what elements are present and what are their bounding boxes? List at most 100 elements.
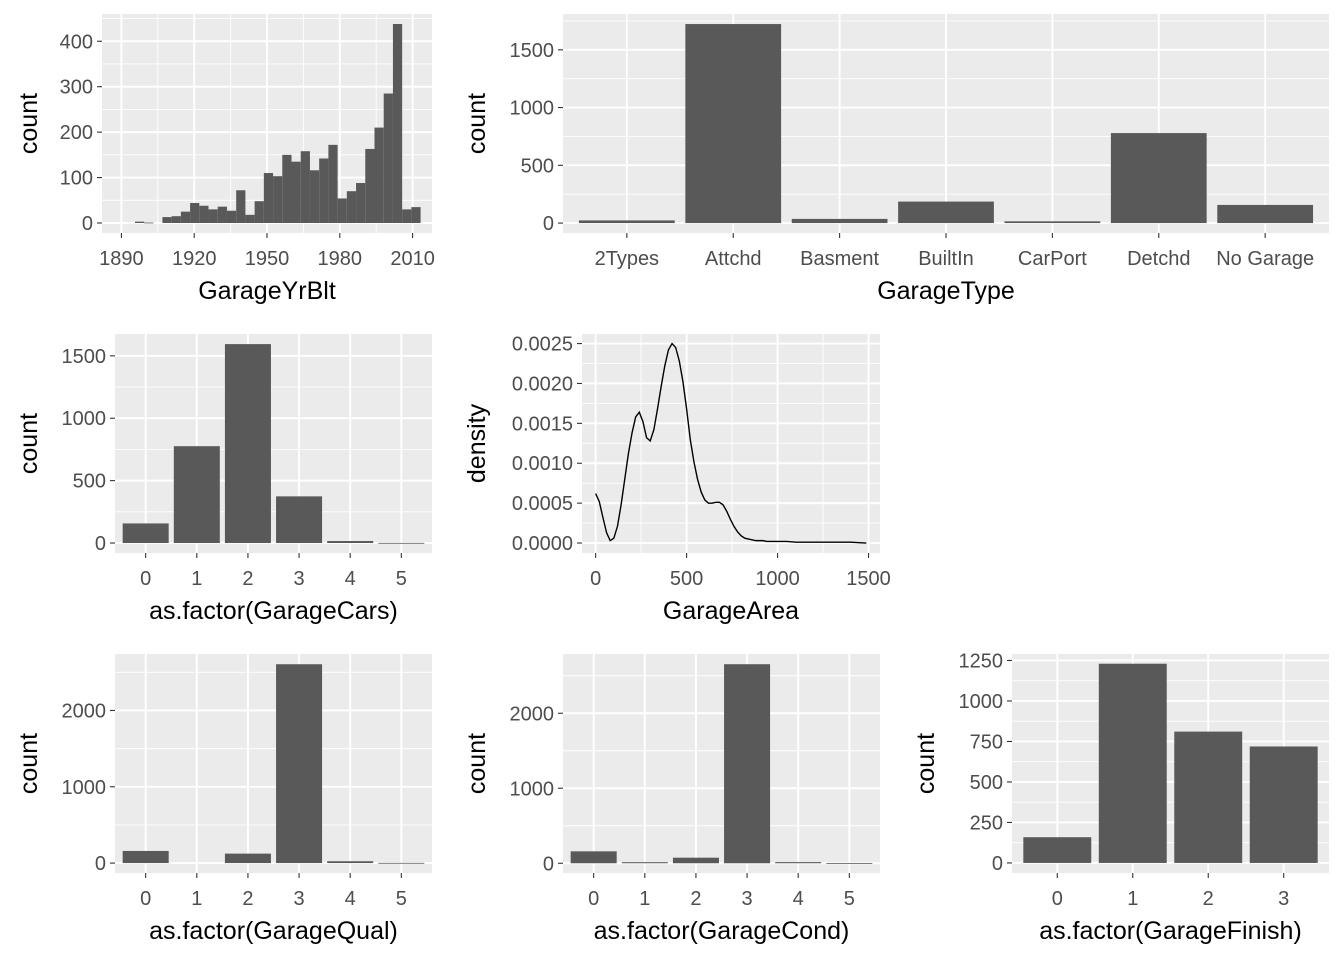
x-axis-title: GarageArea (663, 597, 799, 625)
x-axis-title: as.factor(GarageFinish) (1039, 917, 1302, 945)
histogram-bin-19 (319, 158, 329, 224)
y-tick-label: 750 (970, 731, 1003, 753)
histogram-bin-16 (291, 161, 301, 224)
bar-4 (327, 861, 374, 864)
garage-cars-panel: 0 500 1000 1500 0 1 2 3 4 5 as.factor(GarageCars) c… (15, 334, 432, 625)
histogram-bin-15 (282, 154, 292, 224)
histogram-bin-27 (392, 23, 403, 224)
y-tick-label: 1000 (510, 98, 555, 120)
garage-area-panel: 0.0000 0.0005 0.0010 0.0015 0.0020 0.0025 0 500… (463, 334, 891, 625)
x-tick-label: Detchd (1127, 248, 1190, 270)
histogram-bin-9 (226, 210, 237, 224)
x-tick-label: 2Types (595, 248, 659, 270)
y-tick-label: 2000 (62, 700, 107, 722)
histogram-bin-26 (383, 93, 393, 224)
y-axis-title: count (912, 733, 940, 794)
bar-2types (578, 220, 675, 224)
bar-3 (276, 496, 323, 544)
x-tick-label: 1890 (99, 248, 144, 270)
y-axis-title: count (463, 733, 491, 794)
histogram-bin-22 (346, 191, 357, 224)
histogram-bin-13 (263, 173, 274, 224)
x-tick-label: 1 (191, 568, 202, 590)
bar-5 (378, 862, 425, 864)
histogram-bin-14 (273, 176, 283, 224)
histogram-bin-28 (402, 209, 412, 224)
y-tick-label: 0.0010 (512, 453, 573, 475)
bar-1 (621, 862, 668, 864)
bar-2 (1174, 731, 1243, 863)
y-tick-label: 400 (60, 31, 93, 53)
y-tick-label: 0.0015 (512, 413, 573, 435)
histogram-bin-3 (171, 216, 181, 224)
bar-detchd (1110, 133, 1207, 224)
x-tick-label: 5 (844, 888, 855, 910)
x-axis-title: GarageType (877, 277, 1015, 305)
x-tick-label: 2 (242, 888, 253, 910)
bar-2 (224, 344, 271, 544)
y-tick-label: 200 (60, 122, 93, 144)
histogram-bin-20 (328, 144, 338, 224)
x-tick-label: 2010 (390, 248, 435, 270)
x-tick-label: No Garage (1216, 248, 1314, 270)
x-tick-label: 1 (191, 888, 202, 910)
histogram-bin-5 (190, 203, 200, 224)
bar-0 (122, 850, 169, 864)
histogram-bin-4 (180, 211, 191, 224)
x-tick-label: 1920 (172, 248, 217, 270)
x-axis-title: as.factor(GarageQual) (149, 917, 398, 945)
x-tick-label: 4 (345, 568, 356, 590)
garage-finish-panel: 0 250 500 750 1000 1250 0 1 2 3 as.factor(GarageFi… (912, 650, 1329, 945)
y-tick-label: 1500 (62, 346, 107, 368)
x-tick-label: CarPort (1018, 248, 1087, 270)
histogram-bin-21 (337, 198, 347, 224)
garage-cond-panel: 0 1000 2000 0 1 2 3 4 5 as.factor(GarageCond) coun… (463, 654, 880, 945)
x-tick-label: 2 (242, 568, 253, 590)
x-tick-label: 1950 (245, 248, 290, 270)
x-tick-label: 3 (1278, 888, 1289, 910)
y-tick-label: 1000 (62, 408, 107, 430)
x-tick-label: 500 (670, 568, 703, 590)
histogram-bin-1 (144, 222, 154, 224)
density-line (595, 342, 867, 544)
x-tick-label: 3 (294, 888, 305, 910)
bar-4 (775, 862, 822, 864)
histogram-bin-24 (365, 148, 375, 224)
histogram-bin-8 (217, 206, 227, 224)
x-tick-label: 0 (590, 568, 601, 590)
bar-0 (1023, 837, 1092, 863)
y-axis-title: count (15, 413, 43, 474)
bar-5 (826, 863, 873, 864)
y-tick-label: 100 (60, 168, 93, 190)
histogram-bin-12 (254, 201, 264, 224)
y-tick-label: 0 (82, 213, 93, 235)
x-tick-label: 2 (690, 888, 701, 910)
panel-background (563, 654, 880, 873)
bar-basment (791, 218, 888, 224)
y-tick-label: 250 (970, 812, 1003, 834)
panel-background (115, 654, 432, 873)
histogram-bin-10 (236, 190, 246, 224)
histogram-bin-6 (199, 205, 209, 224)
histogram-bin-23 (356, 183, 366, 224)
histogram-bin-17 (300, 151, 310, 224)
bar-2 (672, 857, 719, 864)
y-tick-label: 1000 (62, 777, 107, 799)
y-tick-label: 2000 (510, 703, 555, 725)
x-tick-label: 1 (1127, 888, 1138, 910)
y-tick-label: 0.0025 (512, 334, 573, 356)
x-tick-label: BuiltIn (918, 248, 974, 270)
garage-qual-panel: 0 1000 2000 0 1 2 3 4 5 as.factor(GarageQual) coun… (15, 654, 432, 945)
y-axis-title: density (463, 403, 491, 483)
x-tick-label: 4 (345, 888, 356, 910)
bar-carport (1004, 221, 1101, 224)
x-tick-label: 3 (294, 568, 305, 590)
y-tick-label: 1000 (510, 778, 555, 800)
bar-4 (327, 541, 374, 544)
y-tick-label: 300 (60, 77, 93, 99)
x-tick-label: Attchd (705, 248, 762, 270)
x-tick-label: 1980 (318, 248, 363, 270)
garage-type-panel: 0 500 1000 1500 2Types Attchd Basment BuiltIn Ca… (463, 14, 1329, 305)
y-tick-label: 0.0005 (512, 493, 573, 515)
x-tick-label: 3 (742, 888, 753, 910)
